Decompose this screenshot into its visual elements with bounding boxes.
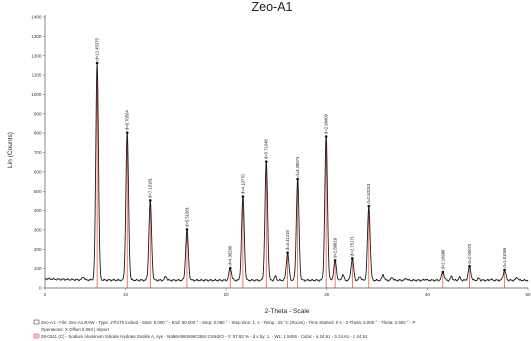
y-tick-label: 0 xyxy=(39,286,42,291)
legend-marker-reference xyxy=(33,333,40,339)
peak-marker xyxy=(351,257,354,260)
y-tick-label: 800 xyxy=(34,131,42,136)
peak-labels: d=12.45375 d=8.70504 d=7.10181 d=5.51081 d=4… xyxy=(95,38,507,274)
diffraction-pattern-line xyxy=(44,64,529,282)
y-tick-label: 1300 xyxy=(31,34,42,39)
peak-marker xyxy=(324,135,328,138)
peak-label: d=8.70504 xyxy=(125,110,130,131)
peak-label: d=2.05070 xyxy=(467,243,472,264)
x-tick-label: 2 xyxy=(44,292,47,297)
peak-label: d=2.89819 xyxy=(333,237,338,258)
x-axis-ticks: 2 10 20 30 40 50 xyxy=(44,288,531,297)
peak-marker xyxy=(95,61,99,65)
y-tick-label: 500 xyxy=(34,189,42,194)
x-tick-label: 50 xyxy=(525,292,531,297)
peak-label: d=2.75171 xyxy=(350,235,355,256)
peak-label: d=4.36296 xyxy=(228,245,233,266)
y-tick-label: 400 xyxy=(34,208,42,213)
y-tick-label: 900 xyxy=(34,111,42,116)
legend-entry-operations: Operations: X Offset 0.063 | Import xyxy=(41,327,110,332)
peak-label: d=3.28574 xyxy=(295,156,300,177)
peak-label: d=2.98409 xyxy=(324,113,329,134)
y-axis-label: Lin (Counts) xyxy=(7,132,14,168)
reference-sticks xyxy=(96,63,505,288)
y-tick-label: 1100 xyxy=(32,73,42,78)
peak-label: d=12.45375 xyxy=(95,38,100,61)
y-tick-label: 1000 xyxy=(31,92,42,97)
peak-marker xyxy=(503,268,506,272)
peak-marker xyxy=(296,177,299,181)
y-tick-label: 100 xyxy=(34,266,42,271)
peak-marker xyxy=(468,264,471,268)
y-tick-label: 1400 xyxy=(31,15,42,20)
y-tick-label: 1200 xyxy=(31,53,42,58)
peak-marker xyxy=(185,228,189,231)
x-tick-label: 10 xyxy=(123,292,129,297)
peak-marker xyxy=(241,195,245,198)
peak-label: d=2.62013 xyxy=(366,183,371,204)
legend-entry-pattern: Zeo-A1 - File: Zeo-A1.RAW - Type: 2Th/Th… xyxy=(41,320,416,325)
y-axis-ticks: 0 100 200 300 400 500 600 700 800 900 1000 1100 1200… xyxy=(31,15,45,291)
legend-entry-reference: 38-0241 (C) - Sodium Aluminum Silicate H… xyxy=(41,334,368,339)
legend: Zeo-A1 - File: Zeo-A1.RAW - Type: 2Th/Th… xyxy=(33,319,416,339)
y-tick-label: 600 xyxy=(34,169,42,174)
x-tick-label: 40 xyxy=(425,292,431,297)
x-axis-label: 2-Theta - Scale xyxy=(264,308,309,315)
peak-label: d=3.71048 xyxy=(264,139,269,160)
peak-label: d=4.10770 xyxy=(240,173,245,194)
peak-marker xyxy=(228,266,232,270)
peak-marker xyxy=(441,270,445,274)
peak-label: d=3.41219 xyxy=(285,230,290,251)
y-tick-label: 300 xyxy=(34,228,42,233)
chart-title: Zeo-A1 xyxy=(252,0,293,14)
y-tick-label: 700 xyxy=(34,150,42,155)
peak-marker xyxy=(367,204,371,208)
peak-marker xyxy=(286,251,289,254)
y-tick-label: 200 xyxy=(34,247,42,252)
peak-label: d=2.16988 xyxy=(440,249,445,270)
peak-label: d=7.10181 xyxy=(148,177,153,198)
x-tick-label: 20 xyxy=(224,292,230,297)
peak-label: d=5.51081 xyxy=(184,206,189,227)
x-tick-label: 30 xyxy=(324,292,330,297)
legend-marker-pattern xyxy=(33,319,40,325)
peak-marker xyxy=(333,259,337,262)
peak-label: d=1.91066 xyxy=(502,247,507,268)
peak-marker xyxy=(125,131,129,134)
peak-marker xyxy=(264,160,268,163)
peak-marker xyxy=(148,199,152,202)
